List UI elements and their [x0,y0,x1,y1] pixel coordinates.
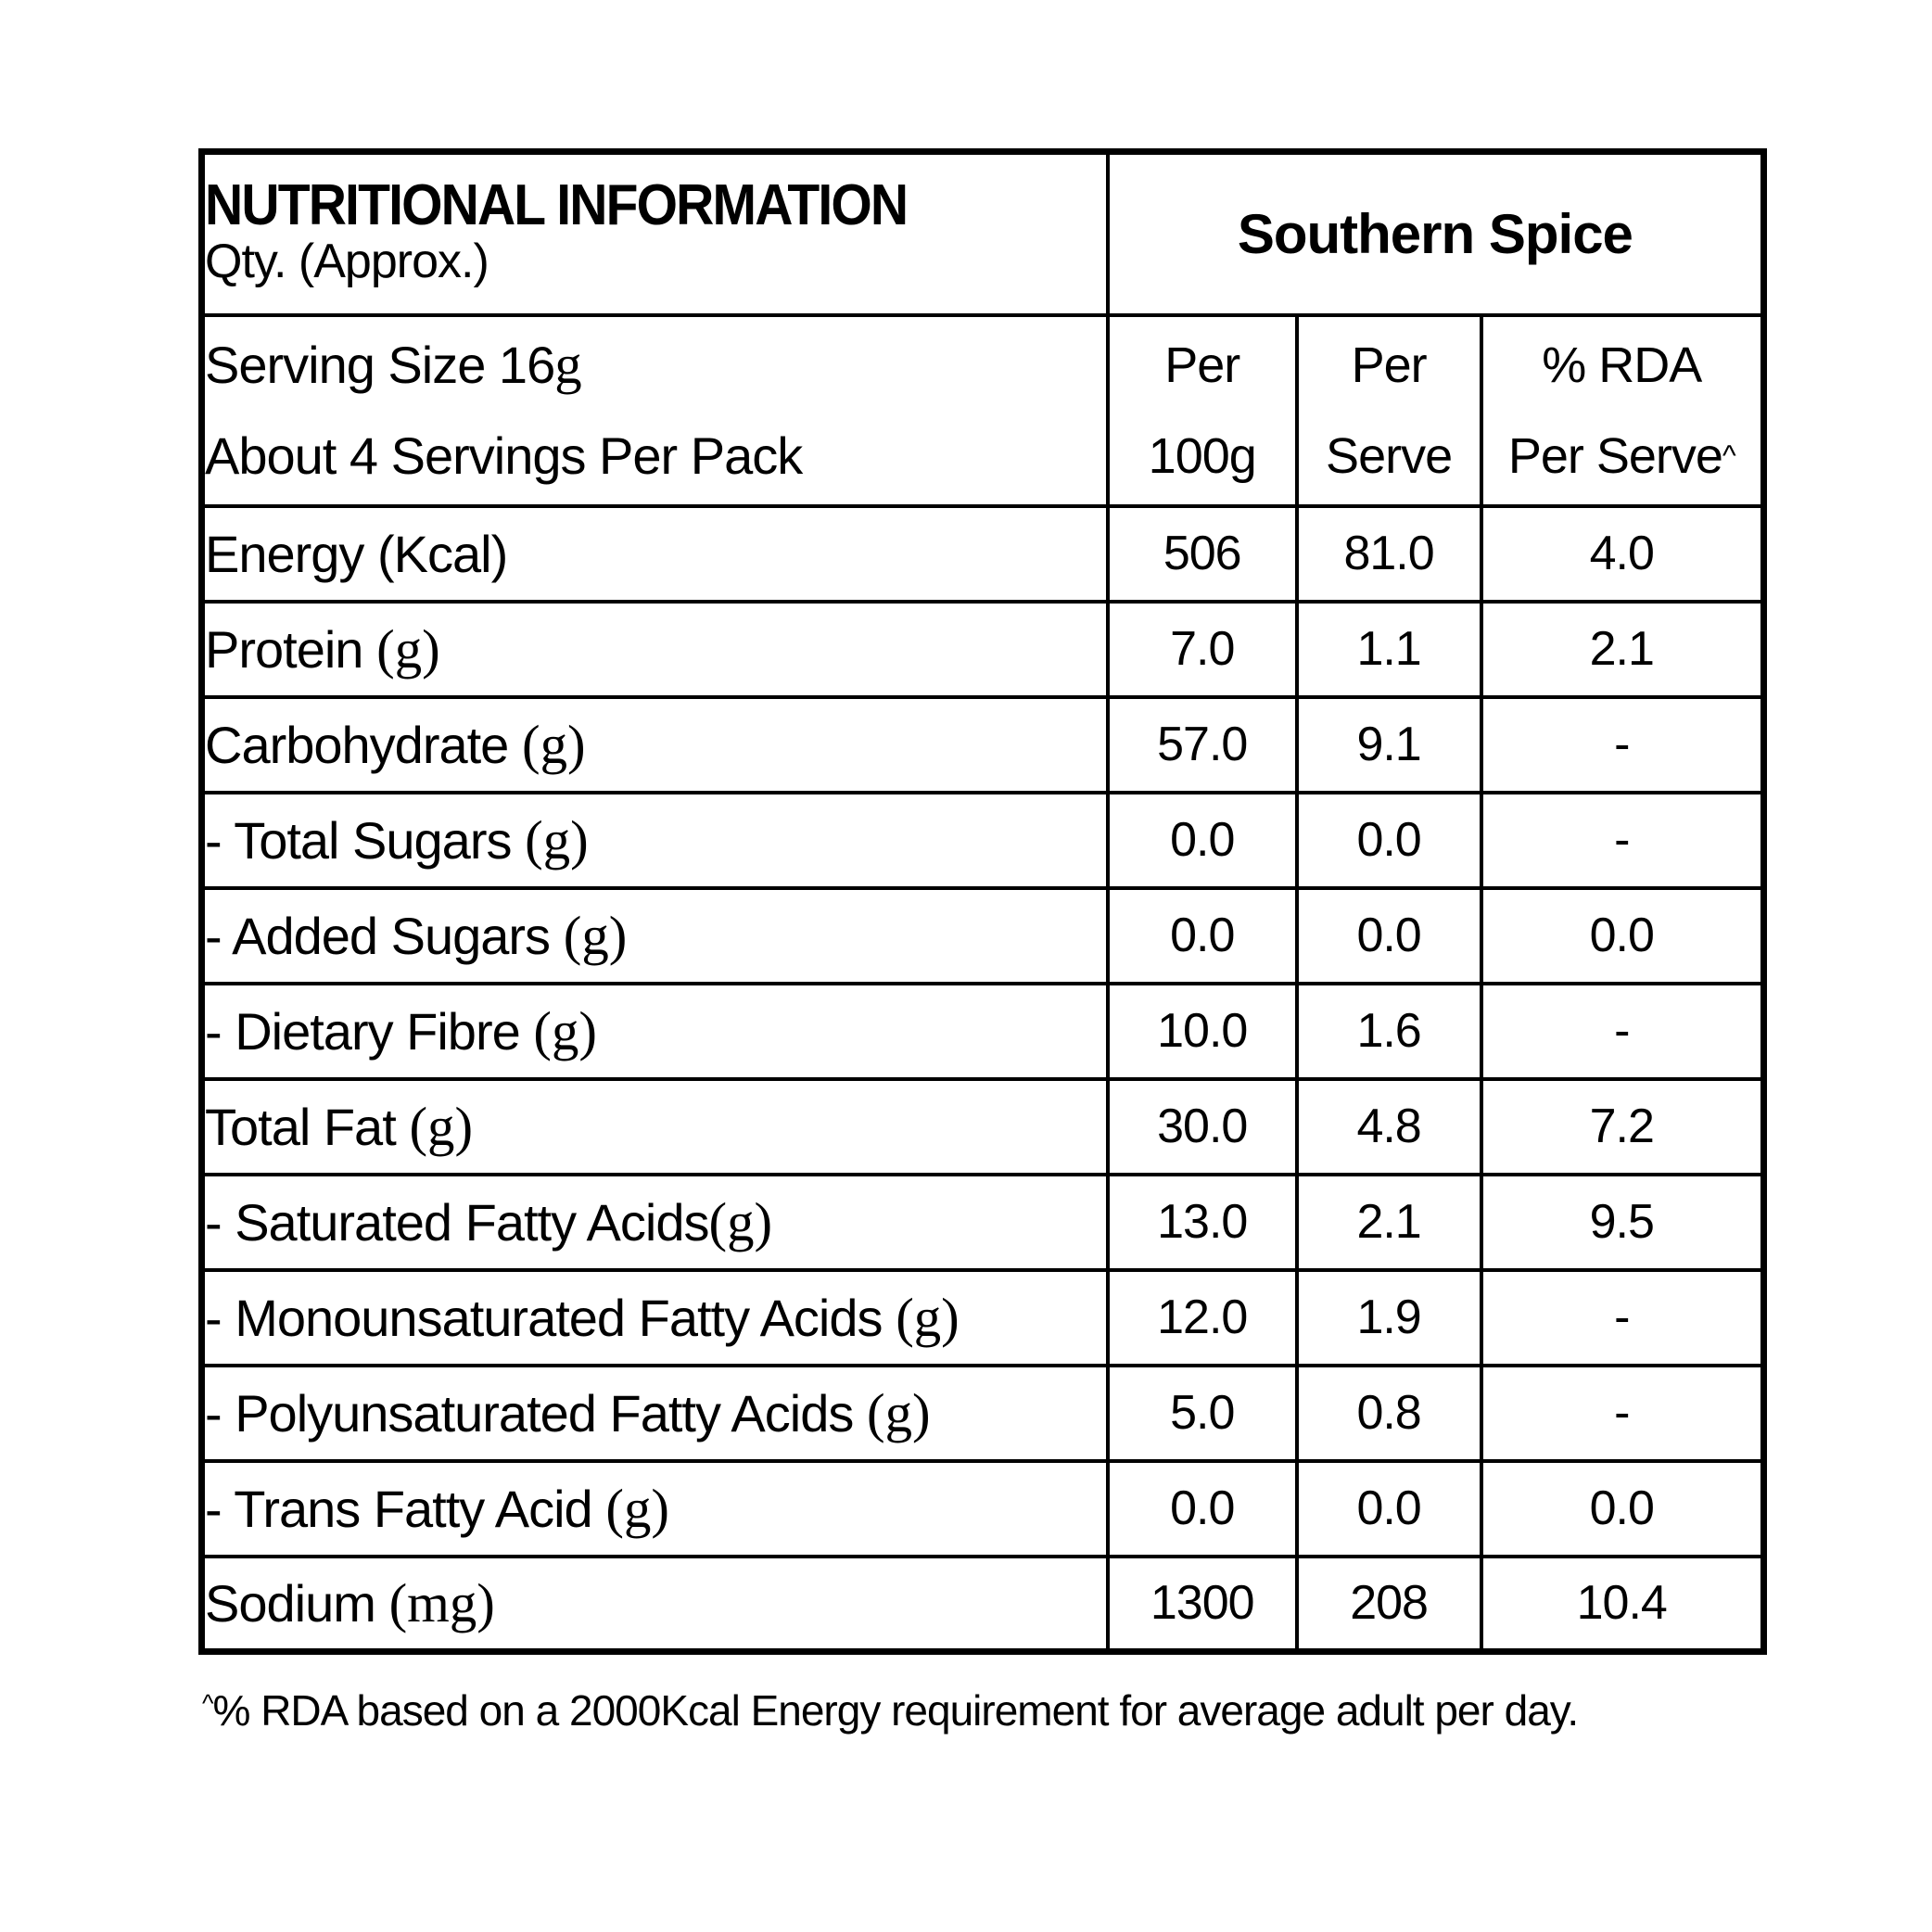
value-rda-per-serve: - [1479,1267,1766,1367]
serving-size-line: Serving Size 16 g [205,335,582,395]
value-per-serve: 4.8 [1294,1076,1483,1176]
value-per-100g: 57.0 [1105,694,1299,794]
table-row-total-fat: Total Fat (g) 30.0 4.8 7.2 [199,1076,1766,1176]
nutrient-label: Total Fat (g) [199,1076,1110,1176]
nutrient-label: - Monounsaturated Fatty Acids (g) [199,1267,1110,1367]
value-per-serve: 2.1 [1294,1172,1483,1272]
table-row-added-sugars: - Added Sugars (g) 0.0 0.0 0.0 [199,885,1766,985]
nutrient-label: - Saturated Fatty Acids(g) [199,1172,1110,1272]
column-header-row: Serving Size 16 g About 4 Servings Per P… [199,312,1766,508]
value-per-100g: 13.0 [1105,1172,1299,1272]
value-per-100g: 30.0 [1105,1076,1299,1176]
table-row-polyunsaturated-fatty-acids: - Polyunsaturated Fatty Acids (g) 5.0 0.… [199,1363,1766,1463]
value-per-100g: 0.0 [1105,790,1299,890]
value-rda-per-serve: 7.2 [1479,1076,1766,1176]
col-header-rda-per-serve: % RDA Per Serve ^ [1479,312,1766,508]
table-row-total-sugars: - Total Sugars (g) 0.0 0.0 - [199,790,1766,890]
value-per-serve: 1.1 [1294,599,1483,699]
value-per-100g: 0.0 [1105,885,1299,985]
value-per-serve: 1.9 [1294,1267,1483,1367]
value-rda-per-serve: - [1479,694,1766,794]
value-rda-per-serve: 0.0 [1479,1458,1766,1558]
table-row-monounsaturated-fatty-acids: - Monounsaturated Fatty Acids (g) 12.0 1… [199,1267,1766,1367]
table-row-saturated-fatty-acids: - Saturated Fatty Acids(g) 13.0 2.1 9.5 [199,1172,1766,1272]
value-per-serve: 9.1 [1294,694,1483,794]
table-row-trans-fatty-acid: - Trans Fatty Acid (g) 0.0 0.0 0.0 [199,1458,1766,1558]
nutrition-table: NUTRITIONAL INFORMATION Qty. (Approx.) S… [198,148,1767,1655]
footnote-caret: ^ [202,1689,213,1718]
table-row-energy: Energy (Kcal) 506 81.0 4.0 [199,503,1766,604]
value-per-serve: 1.6 [1294,981,1483,1081]
value-per-serve: 81.0 [1294,503,1483,604]
col-header-per-serve: Per Serve [1294,312,1483,508]
nutrient-label: - Total Sugars (g) [199,790,1110,890]
nutrient-label: - Polyunsaturated Fatty Acids (g) [199,1363,1110,1463]
table-row-dietary-fibre: - Dietary Fibre (g) 10.0 1.6 - [199,981,1766,1081]
rda-caret: ^ [1722,439,1736,472]
qty-approx-label: Qty. (Approx.) [205,235,489,289]
nutrient-label: - Trans Fatty Acid (g) [199,1458,1110,1558]
nutrient-label: Energy (Kcal) [199,503,1110,604]
page-title: NUTRITIONAL INFORMATION [205,173,909,238]
value-per-100g: 1300 [1105,1554,1299,1654]
value-per-100g: 0.0 [1105,1458,1299,1558]
value-rda-per-serve: - [1479,1363,1766,1463]
value-rda-per-serve: 10.4 [1479,1554,1766,1654]
nutrient-label: Carbohydrate (g) [199,694,1110,794]
value-per-100g: 12.0 [1105,1267,1299,1367]
value-per-serve: 208 [1294,1554,1483,1654]
value-per-100g: 10.0 [1105,981,1299,1081]
footnote-text: % RDA based on a 2000Kcal Energy require… [212,1686,1580,1735]
servings-per-pack-line: About 4 Servings Per Pack [205,426,803,485]
value-per-100g: 506 [1105,503,1299,604]
nutrient-label: Protein (g) [199,599,1110,699]
value-rda-per-serve: - [1479,981,1766,1081]
table-row-sodium: Sodium (mg) 1300 208 10.4 [199,1554,1766,1654]
product-name-cell: Southern Spice [1105,149,1766,317]
product-name: Southern Spice [1237,202,1633,265]
value-per-serve: 0.0 [1294,790,1483,890]
header-title-cell: NUTRITIONAL INFORMATION Qty. (Approx.) [199,149,1110,317]
value-per-100g: 5.0 [1105,1363,1299,1463]
value-per-100g: 7.0 [1105,599,1299,699]
value-per-serve: 0.8 [1294,1363,1483,1463]
col-header-per-100g: Per 100g [1105,312,1299,508]
table-row-carbohydrate: Carbohydrate (g) 57.0 9.1 - [199,694,1766,794]
rda-footnote: ^% RDA based on a 2000Kcal Energy requir… [202,1685,1797,1735]
value-rda-per-serve: 9.5 [1479,1172,1766,1272]
nutrient-label: - Added Sugars (g) [199,885,1110,985]
serving-info-cell: Serving Size 16 g About 4 Servings Per P… [199,312,1110,508]
value-per-serve: 0.0 [1294,1458,1483,1558]
value-per-serve: 0.0 [1294,885,1483,985]
nutrient-label: - Dietary Fibre (g) [199,981,1110,1081]
table-header-row: NUTRITIONAL INFORMATION Qty. (Approx.) S… [199,149,1766,317]
value-rda-per-serve: 2.1 [1479,599,1766,699]
value-rda-per-serve: 0.0 [1479,885,1766,985]
value-rda-per-serve: 4.0 [1479,503,1766,604]
nutrient-label: Sodium (mg) [199,1554,1110,1654]
value-rda-per-serve: - [1479,790,1766,890]
table-row-protein: Protein (g) 7.0 1.1 2.1 [199,599,1766,699]
